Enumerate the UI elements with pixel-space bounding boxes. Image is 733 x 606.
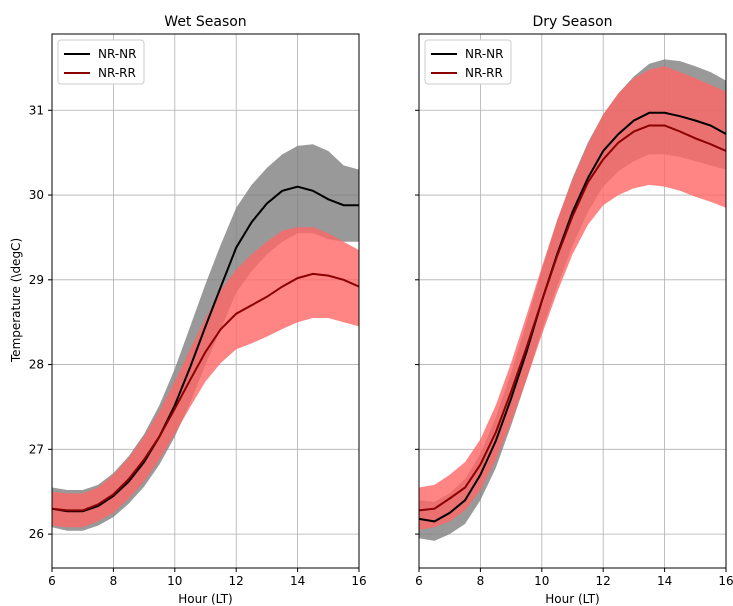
axes-frame bbox=[418, 33, 727, 569]
series-line-nr-rr bbox=[419, 124, 726, 512]
legend: NR-NR NR-RR bbox=[424, 39, 512, 85]
x-tick-label: 8 bbox=[477, 574, 485, 588]
y-tick-label: 26 bbox=[29, 527, 44, 541]
legend-label-nr-nr: NR-NR bbox=[465, 47, 503, 61]
y-axis-label: Temperature (\degC) bbox=[9, 238, 23, 363]
x-tick-label: 12 bbox=[229, 574, 244, 588]
y-tick-label: 27 bbox=[29, 442, 44, 456]
x-tick-label: 6 bbox=[415, 574, 423, 588]
panel-wet-season: 6 8 10 12 14 16 26 27 28 29 30 31 Wet Season Hour (LT… bbox=[29, 14, 367, 606]
y-tick-label: 29 bbox=[29, 273, 44, 287]
y-tick-label: 31 bbox=[29, 103, 44, 117]
panel-title: Wet Season bbox=[164, 14, 246, 30]
y-tick-label: 30 bbox=[29, 188, 44, 202]
x-tick-label: 12 bbox=[596, 574, 611, 588]
plot-area bbox=[419, 59, 726, 541]
panel-dry-season: 6 8 10 12 14 16 Dry Season Hour (LT) NR-NR NR-RR bbox=[415, 14, 733, 606]
series-line-nr-rr bbox=[52, 272, 359, 512]
x-tick-label: 6 bbox=[48, 574, 56, 588]
x-tick-label: 16 bbox=[351, 574, 366, 588]
plot-area bbox=[52, 144, 359, 531]
x-tick-label: 10 bbox=[534, 574, 549, 588]
legend: NR-NR NR-RR bbox=[57, 39, 145, 85]
y-tick-label: 28 bbox=[29, 358, 44, 372]
x-tick-label: 10 bbox=[167, 574, 182, 588]
legend-label-nr-rr: NR-RR bbox=[98, 66, 136, 80]
legend-label-nr-nr: NR-NR bbox=[98, 47, 136, 61]
x-tick-label: 16 bbox=[718, 574, 733, 588]
axes-frame bbox=[51, 33, 360, 569]
x-axis-label: Hour (LT) bbox=[545, 592, 599, 606]
legend-label-nr-rr: NR-RR bbox=[465, 66, 503, 80]
panel-title: Dry Season bbox=[532, 14, 612, 30]
series-line-nr-nr bbox=[52, 185, 359, 513]
x-tick-label: 8 bbox=[110, 574, 118, 588]
band-nr-rr bbox=[419, 66, 726, 530]
band-nr-rr bbox=[52, 227, 359, 528]
x-axis-label: Hour (LT) bbox=[178, 592, 232, 606]
x-tick-label: 14 bbox=[290, 574, 305, 588]
x-tick-label: 14 bbox=[657, 574, 672, 588]
